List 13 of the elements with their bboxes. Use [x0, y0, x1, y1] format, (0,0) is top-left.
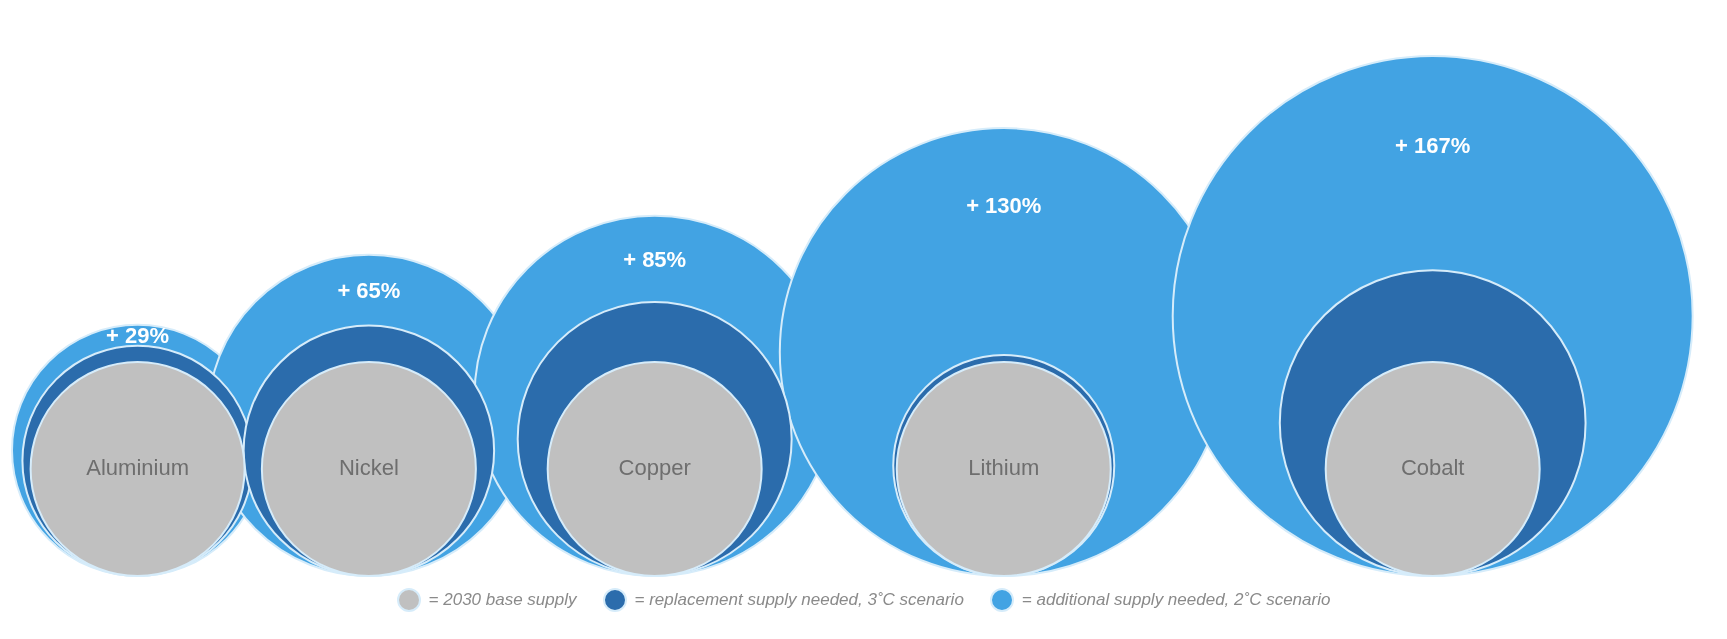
category-label: Cobalt [1400, 455, 1465, 481]
data-label: + 29% [106, 323, 170, 349]
legend-label: = 2030 base supply [428, 590, 577, 610]
data-label: + 130% [966, 192, 1042, 218]
category-label: Nickel [338, 455, 399, 481]
category-label: Aluminium [86, 455, 189, 481]
legend-label: = replacement supply needed, 3˚C scenario [634, 590, 964, 610]
category-label: Copper [618, 455, 691, 481]
data-label: + 65% [337, 278, 401, 304]
category-label: Lithium [968, 455, 1040, 481]
data-label: + 167% [1395, 133, 1471, 159]
legend-label: = additional supply needed, 2˚C scenario [1021, 590, 1331, 610]
data-label: + 85% [623, 246, 687, 272]
